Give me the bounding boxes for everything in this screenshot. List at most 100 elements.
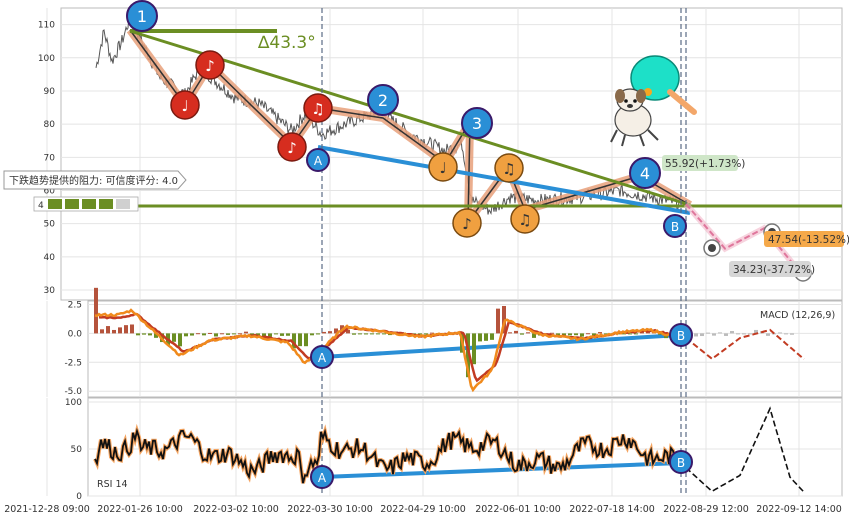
dog-mascot-icon bbox=[610, 55, 697, 147]
svg-text:♪: ♪ bbox=[462, 215, 472, 233]
macd-histogram-bar bbox=[418, 333, 422, 335]
macd-histogram-bar bbox=[292, 333, 296, 349]
svg-text:A: A bbox=[314, 154, 323, 168]
macd-histogram-bar bbox=[478, 333, 482, 342]
x-tick-label: 2022-04-29 10:00 bbox=[380, 504, 466, 515]
macd-histogram-bar bbox=[532, 333, 536, 338]
macd-histogram-bar bbox=[106, 326, 110, 334]
macd-histogram-bar bbox=[562, 333, 566, 337]
price-y-tick: 80 bbox=[44, 120, 56, 130]
x-tick-label: 2022-09-12 14:00 bbox=[756, 504, 842, 515]
macd-histogram-bar bbox=[778, 332, 782, 334]
price-y-tick: 60 bbox=[44, 187, 56, 197]
macd-histogram-bar bbox=[184, 333, 188, 337]
svg-text:34.23(-37.72%): 34.23(-37.72%) bbox=[733, 264, 815, 276]
x-tick-label: 2021-12-28 09:00 bbox=[4, 504, 90, 515]
macd-histogram-bar bbox=[376, 333, 380, 335]
target-label-1: 47.54(-13.52%) bbox=[764, 231, 849, 247]
macd-histogram-bar bbox=[598, 332, 602, 334]
score-badge-row: 4 bbox=[33, 196, 139, 212]
rsi-y-tick: 50 bbox=[71, 445, 83, 455]
macd-histogram-bar bbox=[730, 331, 734, 334]
svg-text:下跌趋势提供的阻力: 可信度评分: 4.0: 下跌趋势提供的阻力: 可信度评分: 4.0 bbox=[9, 174, 178, 187]
svg-text:4: 4 bbox=[38, 201, 44, 211]
macd-histogram-bar bbox=[214, 333, 218, 337]
macd-histogram-bar bbox=[172, 333, 176, 342]
macd-histogram-bar bbox=[634, 333, 638, 335]
target-marker-1 bbox=[703, 239, 721, 257]
macd-histogram-bar bbox=[382, 333, 386, 335]
macd-histogram-bar bbox=[226, 333, 230, 335]
macd-y-tick: 2.5 bbox=[68, 300, 82, 310]
divergence-a-price: A bbox=[306, 148, 330, 172]
rsi-title: RSI 14 bbox=[97, 479, 128, 490]
target-label-2: 34.23(-37.72%) bbox=[729, 261, 815, 277]
svg-text:55.92(+1.73%): 55.92(+1.73%) bbox=[665, 158, 745, 170]
macd-histogram-bar bbox=[574, 333, 578, 336]
svg-text:♫: ♫ bbox=[518, 211, 531, 229]
price-y-tick: 40 bbox=[44, 253, 56, 263]
wave-point-1: 1 bbox=[126, 0, 158, 32]
macd-title: MACD (12,26,9) bbox=[760, 310, 835, 321]
macd-histogram-bar bbox=[496, 308, 500, 334]
macd-histogram-bar bbox=[370, 333, 374, 335]
wave-point-2: 2 bbox=[367, 84, 399, 116]
svg-text:♩: ♩ bbox=[181, 97, 188, 115]
macd-histogram-bar bbox=[274, 333, 278, 335]
macd-histogram-bar bbox=[286, 333, 290, 336]
x-tick-labels: 2021-12-28 09:00 2022-01-26 10:00 2022-03-… bbox=[4, 504, 842, 515]
macd-histogram-bar bbox=[520, 333, 524, 335]
rsi-line bbox=[94, 427, 682, 484]
x-tick-label: 2022-08-29 12:00 bbox=[663, 504, 749, 515]
macd-histogram-bar bbox=[280, 333, 284, 336]
projection-highlight bbox=[683, 202, 806, 278]
divergence-a-macd: A bbox=[310, 345, 334, 369]
note-marker-red-3: ♪ bbox=[277, 132, 307, 162]
macd-histogram-bar bbox=[484, 333, 488, 341]
macd-histogram-bar bbox=[472, 333, 476, 365]
note-marker-red-1: ♩ bbox=[170, 90, 200, 120]
macd-histogram-bar bbox=[142, 333, 146, 335]
macd-histogram-bar bbox=[526, 332, 530, 334]
macd-histogram-bar bbox=[232, 333, 236, 335]
macd-histogram-bar bbox=[706, 332, 710, 334]
macd-histogram-bar bbox=[124, 325, 128, 334]
macd-histogram-bar bbox=[298, 333, 302, 347]
macd-line bbox=[94, 308, 682, 393]
svg-text:♪: ♪ bbox=[205, 57, 215, 75]
note-marker-red-2: ♪ bbox=[195, 50, 225, 80]
macd-histogram-bar bbox=[112, 329, 116, 334]
macd-y-tick: -2.5 bbox=[64, 358, 82, 368]
macd-histogram-bar bbox=[712, 333, 716, 336]
svg-text:A: A bbox=[318, 351, 327, 365]
macd-histogram-bar bbox=[550, 332, 554, 334]
svg-text:♫: ♫ bbox=[502, 160, 515, 178]
x-tick-label: 2022-03-30 10:00 bbox=[287, 504, 373, 515]
macd-histogram-bar bbox=[790, 333, 794, 335]
x-tick-label: 2022-01-26 10:00 bbox=[97, 504, 183, 515]
macd-histogram-bar bbox=[148, 333, 152, 336]
price-line bbox=[95, 14, 682, 216]
svg-text:B: B bbox=[671, 220, 679, 234]
macd-histogram-bar bbox=[154, 333, 158, 338]
macd-histogram-bar bbox=[322, 331, 326, 334]
macd-histogram-bar bbox=[244, 331, 248, 334]
macd-histogram-bar bbox=[766, 333, 770, 336]
rsi-y-tick: 0 bbox=[76, 492, 82, 502]
macd-histogram-bar bbox=[118, 327, 122, 334]
divergence-b-rsi: B bbox=[669, 450, 693, 474]
note-marker-orange-4: ♫ bbox=[510, 204, 540, 234]
macd-histogram-bar bbox=[514, 330, 518, 334]
macd-histogram-bar bbox=[130, 324, 134, 334]
price-y-tick: 50 bbox=[44, 220, 56, 230]
x-tick-label: 2022-07-18 14:00 bbox=[569, 504, 655, 515]
macd-histogram-bar bbox=[724, 333, 728, 336]
svg-text:3: 3 bbox=[472, 114, 482, 133]
macd-histogram-bar bbox=[754, 329, 758, 334]
macd-histogram-bar bbox=[304, 333, 308, 347]
svg-text:1: 1 bbox=[137, 7, 147, 26]
angle-label: ∆43.3° bbox=[257, 33, 316, 53]
macd-histogram-bar bbox=[430, 332, 434, 334]
svg-text:♫: ♫ bbox=[311, 100, 324, 118]
